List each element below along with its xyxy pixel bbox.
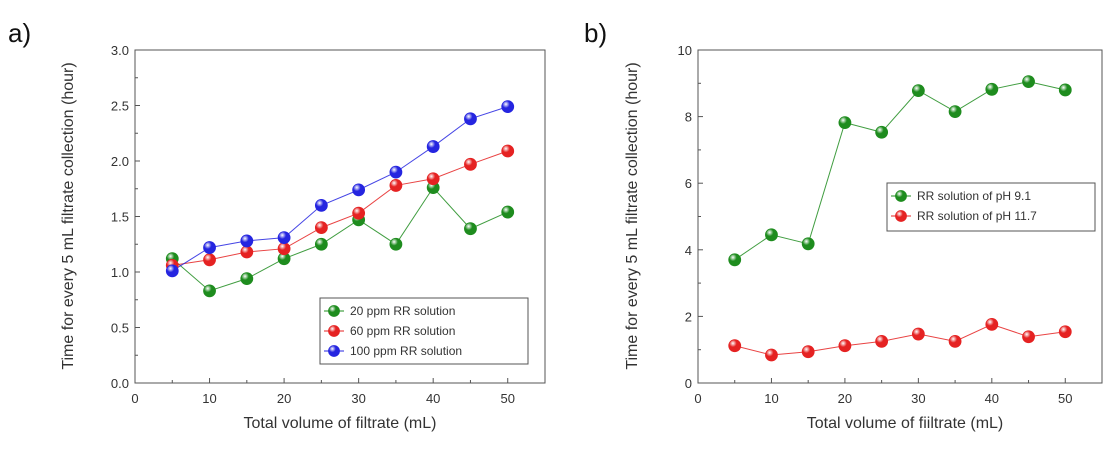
data-point-series-1 xyxy=(728,339,742,353)
legend-box xyxy=(319,297,529,365)
data-point-series-2 xyxy=(464,112,477,126)
data-point-series-1 xyxy=(875,334,889,348)
data-point-series-1 xyxy=(985,317,999,331)
data-point-series-2 xyxy=(426,140,440,153)
legend-marker-1 xyxy=(328,325,340,337)
data-point-series-1 xyxy=(838,339,852,353)
series-line-2 xyxy=(172,106,508,272)
legend-label-0: 20 ppm RR solution xyxy=(350,304,455,318)
data-point-series-0 xyxy=(765,228,778,242)
data-point-series-0 xyxy=(389,237,403,251)
data-point-series-0 xyxy=(801,237,815,251)
legend-box xyxy=(886,182,1096,232)
data-point-series-0 xyxy=(203,284,216,298)
y-tick-label: 3.0 xyxy=(111,43,129,58)
x-tick-label: 0 xyxy=(694,391,701,406)
data-point-series-1 xyxy=(1058,325,1072,339)
x-tick-label: 50 xyxy=(500,391,514,406)
data-point-series-2 xyxy=(277,231,291,244)
data-point-series-1 xyxy=(948,334,962,348)
legend-marker-1 xyxy=(895,210,907,222)
data-point-series-0 xyxy=(314,237,328,251)
data-point-series-1 xyxy=(277,242,291,256)
data-point-series-0 xyxy=(464,222,477,236)
data-point-series-1 xyxy=(314,221,328,235)
x-tick-label: 0 xyxy=(131,391,138,406)
y-tick-label: 1.5 xyxy=(111,210,129,225)
legend-label-1: 60 ppm RR solution xyxy=(350,324,455,338)
y-tick-label: 2.0 xyxy=(111,154,129,169)
series-line-1 xyxy=(734,323,1066,356)
panel-label: b) xyxy=(584,18,607,48)
data-point-series-1 xyxy=(352,206,366,220)
y-tick-label: 6 xyxy=(685,176,692,191)
legend-label-1: RR solution of pH 11.7 xyxy=(917,209,1037,223)
y-tick-label: 8 xyxy=(685,110,692,125)
data-point-series-0 xyxy=(875,125,889,139)
chart-panel-a: a) 0.0 0.5 1.0 1.5 2.0 2.5 3.0 0 10 20 30 40 50 Total … xyxy=(8,18,546,432)
data-point-series-0 xyxy=(1022,75,1035,89)
y-axis-label: Time for every 5 mL filtrate collection … xyxy=(624,62,641,369)
data-point-series-1 xyxy=(765,348,778,362)
legend-label-2: 100 ppm RR solution xyxy=(350,344,462,358)
x-tick-label: 30 xyxy=(911,391,925,406)
data-point-series-1 xyxy=(501,144,515,158)
legend-label-0: RR solution of pH 9.1 xyxy=(917,189,1031,203)
x-tick-label: 10 xyxy=(764,391,778,406)
y-axis-label: Time for every 5 mL filtrate collection … xyxy=(60,62,77,369)
data-point-series-0 xyxy=(240,272,254,286)
y-tick-label: 0.5 xyxy=(111,321,129,336)
y-tick-label: 0.0 xyxy=(111,376,129,391)
x-tick-label: 10 xyxy=(202,391,216,406)
data-point-series-0 xyxy=(985,82,999,96)
chart-b-svg: b) 0 2 4 6 8 10 0 10 20 30 40 50 Total volume of fiil… xyxy=(584,18,1103,432)
data-point-series-1 xyxy=(203,253,216,267)
x-axis-label: Total volume of fiiltrate (mL) xyxy=(807,415,1004,432)
series-line-1 xyxy=(172,150,508,266)
x-tick-label: 20 xyxy=(277,391,291,406)
data-point-series-1 xyxy=(240,245,254,259)
y-tick-label: 2.5 xyxy=(111,99,129,114)
data-point-series-2 xyxy=(501,100,515,114)
legend-marker-0 xyxy=(328,305,340,317)
x-tick-label: 40 xyxy=(426,391,440,406)
x-tick-label: 20 xyxy=(838,391,852,406)
legend-marker-2 xyxy=(328,345,340,357)
x-tick-label: 50 xyxy=(1058,391,1072,406)
data-point-series-0 xyxy=(1058,83,1072,97)
data-point-series-2 xyxy=(165,264,179,278)
y-tick-label: 2 xyxy=(685,309,692,324)
data-point-series-0 xyxy=(501,205,515,219)
data-point-series-1 xyxy=(1022,330,1035,344)
y-tick-label: 10 xyxy=(678,43,692,58)
x-tick-label: 30 xyxy=(351,391,365,406)
chart-a-svg: a) 0.0 0.5 1.0 1.5 2.0 2.5 3.0 0 10 20 30 40 50 Total … xyxy=(8,18,546,432)
data-point-series-1 xyxy=(389,179,403,192)
data-point-series-2 xyxy=(389,165,403,179)
x-axis-label: Total volume of filtrate (mL) xyxy=(244,415,437,432)
data-point-series-0 xyxy=(728,253,742,267)
y-tick-label: 4 xyxy=(685,243,692,258)
data-point-series-0 xyxy=(948,105,962,119)
y-tick-label: 1.0 xyxy=(111,265,129,280)
data-point-series-1 xyxy=(801,345,815,359)
data-point-series-2 xyxy=(240,234,254,248)
data-point-series-1 xyxy=(911,327,925,341)
data-point-series-2 xyxy=(203,241,216,254)
data-point-series-1 xyxy=(426,172,440,186)
data-point-series-0 xyxy=(911,84,925,98)
data-point-series-0 xyxy=(838,116,852,129)
x-tick-label: 40 xyxy=(985,391,999,406)
series-line-0 xyxy=(734,81,1066,261)
data-point-series-2 xyxy=(352,183,366,197)
chart-panel-b: b) 0 2 4 6 8 10 0 10 20 30 40 50 Total volume of fiil… xyxy=(565,0,1107,453)
series-line-0 xyxy=(171,186,508,292)
data-point-series-1 xyxy=(464,157,477,171)
panel-label: a) xyxy=(8,18,31,48)
y-tick-label: 0 xyxy=(685,376,692,391)
data-point-series-2 xyxy=(314,198,328,212)
legend-marker-0 xyxy=(895,190,907,202)
